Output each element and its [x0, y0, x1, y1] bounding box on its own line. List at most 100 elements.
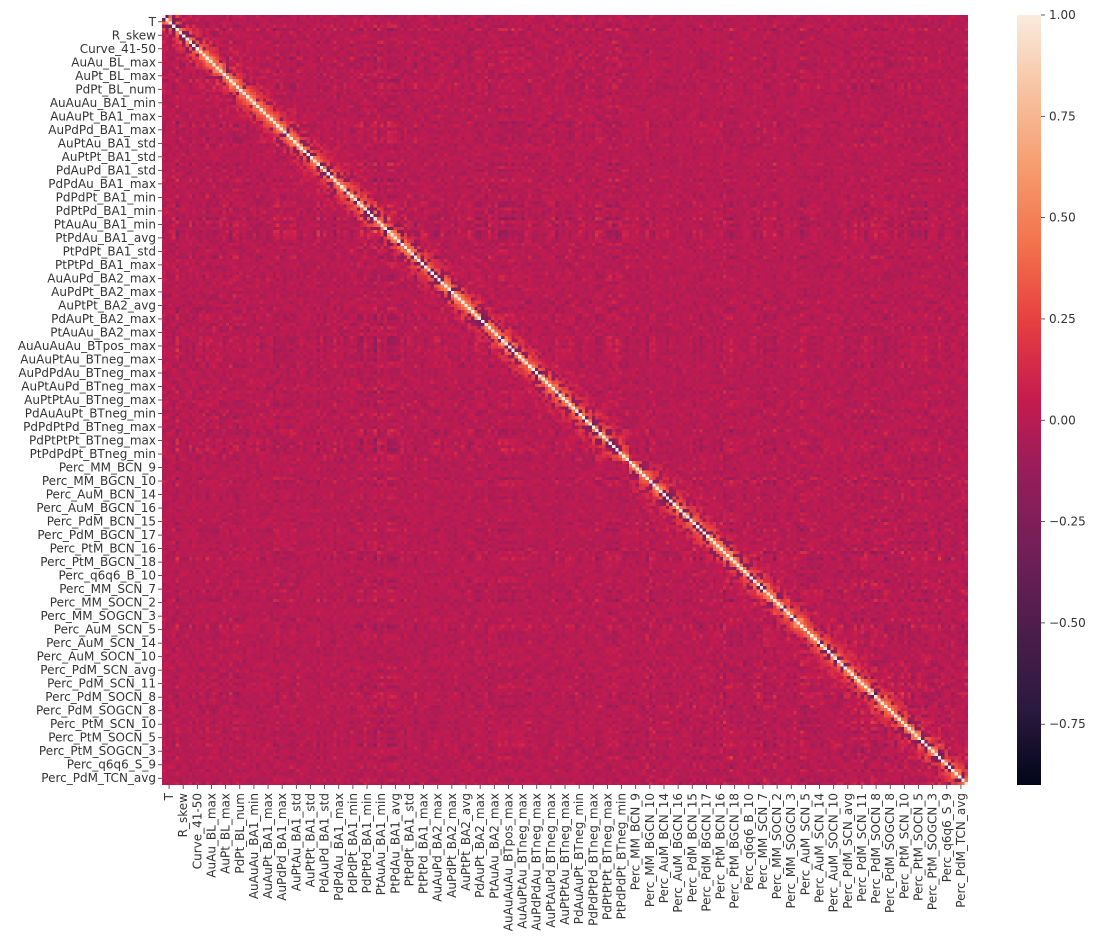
y-tick-label: AuAuAu_BA1_min: [50, 96, 156, 110]
y-tick-label: PdPdPt_BA1_min: [56, 190, 156, 204]
y-tick-label: AuAuPt_BA1_max: [50, 109, 156, 123]
y-tick-label: AuPtAu_BA1_std: [58, 136, 156, 150]
x-tick-label: Perc_MM_SOCN_2: [770, 793, 784, 899]
x-tick-label: PdPt_BL_num: [233, 793, 247, 874]
x-tick-label: AuPtPt_BA1_std: [303, 793, 317, 887]
x-tick-label: PtPdPdPt_BTneg_min: [615, 793, 629, 919]
y-tick-label: AuPtPtAu_BTneg_max: [24, 393, 156, 407]
y-tick-label: Perc_MM_SCN_7: [59, 582, 156, 596]
colorbar-tick-label: 0.50: [1049, 211, 1076, 225]
y-tick-label: AuPtPt_BA2_avg: [58, 298, 156, 312]
colorbar-tick-label: −0.50: [1049, 616, 1086, 630]
colorbar-tick-label: −0.25: [1049, 515, 1086, 529]
x-tick-label: Perc_PtM_SCN_10: [897, 793, 911, 899]
colorbar-tick-label: 0.25: [1049, 312, 1076, 326]
y-tick-label: Perc_PdM_SCN_avg: [40, 663, 156, 677]
y-tick-label: Perc_MM_BCN_9: [59, 461, 156, 475]
x-tick-label: Perc_PdM_TCN_avg: [954, 793, 968, 908]
y-tick-label: PtPdPdPt_BTneg_min: [30, 447, 156, 461]
y-tick-label: Perc_PdM_BCN_15: [47, 515, 156, 529]
x-tick-label: Perc_q6q6_B_10: [742, 793, 756, 890]
x-tick-label: AuAu_BL_max: [204, 793, 218, 878]
x-tick-label: R_skew: [176, 793, 190, 837]
y-tick-label: Perc_q6q6_B_10: [59, 569, 156, 583]
x-tick-label: AuAuPtAu_BTneg_max: [516, 793, 530, 929]
x-tick-label: PdPtPd_BA1_min: [360, 793, 374, 893]
x-tick-label: Curve_41-50: [190, 793, 204, 869]
y-tick-label: Perc_AuM_SCN_5: [54, 623, 156, 637]
colorbar-tick-label: 0.00: [1049, 413, 1076, 427]
x-tick-label: Perc_PdM_BCN_15: [685, 793, 699, 902]
heatmap-plot-area: [162, 15, 968, 785]
x-tick-label: PdAuPt_BA2_max: [473, 793, 487, 898]
y-tick-label: Perc_AuM_SOCN_10: [37, 650, 156, 664]
y-tick-label: AuPt_BL_max: [75, 69, 156, 83]
x-tick-label: AuAuPt_BA1_max: [261, 793, 275, 899]
x-tick-label: Perc_MM_BGCN_10: [643, 793, 657, 907]
y-tick-label: PdAuPt_BA2_max: [51, 312, 156, 326]
x-tick-label: PdPdAu_BA1_max: [332, 793, 346, 901]
y-tick-label: Perc_AuM_BGCN_16: [36, 501, 156, 515]
y-tick-label: Perc_PdM_TCN_avg: [41, 771, 156, 785]
x-tick-label: Perc_PdM_SOCN_8: [869, 793, 883, 904]
x-tick-label: Perc_MM_SCN_7: [756, 793, 770, 890]
y-tick-label: Perc_MM_SOCN_2: [50, 596, 156, 610]
x-tick-label: AuPtPt_BA2_avg: [459, 793, 473, 891]
x-tick-label: AuAuAuAu_BTpos_max: [501, 793, 515, 931]
y-tick-label: Perc_AuM_SCN_14: [46, 636, 156, 650]
x-tick-label: Perc_AuM_SCN_14: [813, 793, 827, 903]
y-tick-label: Perc_PtM_BCN_16: [50, 542, 156, 556]
x-tick-label: PdAuPd_BA1_std: [318, 793, 332, 893]
y-tick-label: Perc_PtM_SOGCN_3: [39, 744, 156, 758]
x-tick-label: AuPtAu_BA1_std: [289, 793, 303, 891]
x-tick-label: PtPtPd_BA1_max: [417, 793, 431, 894]
y-tick-label: PtAuAu_BA2_max: [50, 325, 156, 339]
x-tick-label: PdPdPt_BA1_min: [346, 793, 360, 893]
x-tick-label: AuAuAu_BA1_min: [247, 793, 261, 899]
x-tick-label: Perc_MM_BCN_9: [629, 793, 643, 890]
y-tick-label: PdPt_BL_num: [75, 82, 156, 96]
y-tick-label: Perc_PdM_SCN_11: [47, 677, 156, 691]
y-tick-label: AuPtAuPd_BTneg_max: [21, 379, 156, 393]
y-tick-label: AuPdPdAu_BTneg_max: [18, 366, 156, 380]
x-tick-label: T: [162, 792, 176, 801]
x-tick-label: Perc_PdM_SOGCN_8: [883, 793, 897, 913]
x-tick-label: Perc_MM_SOGCN_3: [784, 793, 798, 909]
y-tick-label: Perc_PdM_SOCN_8: [45, 690, 156, 704]
y-tick-label: Perc_PtM_SOCN_5: [48, 731, 156, 745]
y-tick-label: AuAuAuAu_BTpos_max: [18, 339, 156, 353]
x-tick-label: PtAuAu_BA1_min: [374, 793, 388, 895]
y-tick-label: AuAu_BL_max: [71, 55, 156, 69]
x-tick-label: Perc_q6q6_S_9: [940, 793, 954, 882]
y-tick-label: Perc_AuM_BCN_14: [46, 488, 156, 502]
y-tick-label: PtAuAu_BA1_min: [54, 217, 156, 231]
y-tick-label: R_skew: [112, 28, 156, 42]
colorbar-gradient: [1017, 15, 1041, 785]
x-tick-label: Perc_PdM_BGCN_17: [699, 793, 713, 912]
y-tick-label: Perc_MM_SOGCN_3: [40, 609, 156, 623]
y-tick-label: PdPtPtPt_BTneg_max: [29, 434, 156, 448]
y-tick-label: Perc_PtM_BGCN_18: [40, 555, 156, 569]
x-tick-label: Perc_PtM_SOGCN_3: [926, 793, 940, 910]
x-tick-label: Perc_PtM_BGCN_18: [728, 793, 742, 909]
x-tick-label: AuPt_BL_max: [219, 793, 233, 874]
y-tick-label: Perc_PdM_BGCN_17: [37, 528, 156, 542]
x-tick-label: PdAuAuPt_BTneg_min: [572, 793, 586, 924]
y-tick-label: Perc_PtM_SCN_10: [50, 717, 156, 731]
x-tick-label: Perc_AuM_BGCN_16: [671, 793, 685, 913]
y-tick-label: PdAuAuPt_BTneg_min: [25, 407, 156, 421]
y-tick-label: Perc_q6q6_S_9: [67, 758, 156, 772]
x-tick-label: Perc_PdM_SCN_11: [855, 793, 869, 902]
y-tick-label: PdAuPd_BA1_std: [56, 163, 156, 177]
x-tick-label: AuPtAuPd_BTneg_max: [544, 793, 558, 928]
x-tick-label: Perc_AuM_BCN_14: [657, 793, 671, 903]
y-tick-label: Perc_PdM_SOGCN_8: [36, 704, 156, 718]
x-tick-label: AuPdPd_BA1_max: [275, 793, 289, 901]
y-tick-label: Perc_MM_BGCN_10: [42, 474, 156, 488]
x-tick-label: Perc_PtM_BCN_16: [714, 793, 728, 899]
colorbar-tick-label: 0.75: [1049, 109, 1076, 123]
y-tick-label: AuPtPt_BA1_std: [62, 150, 156, 164]
y-tick-label: PtPdAu_BA1_avg: [55, 231, 156, 245]
